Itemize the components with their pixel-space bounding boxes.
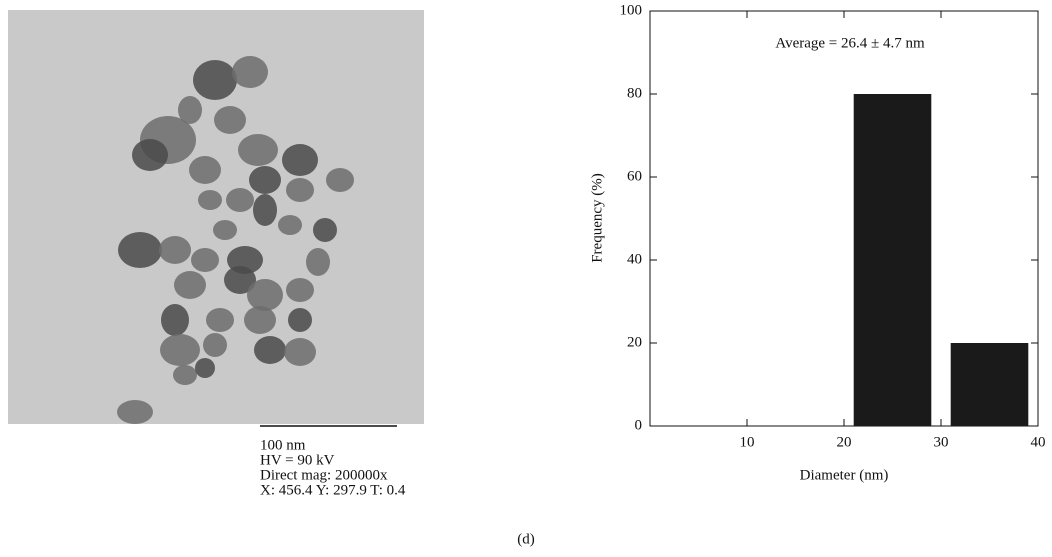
particle xyxy=(174,271,206,299)
scale-bar-label: 100 nm xyxy=(260,437,306,453)
x-tick-label: 10 xyxy=(740,434,755,450)
particle xyxy=(286,178,314,202)
particle xyxy=(226,188,254,212)
particle xyxy=(224,266,256,294)
particle xyxy=(161,304,189,336)
particle xyxy=(249,166,281,194)
particle xyxy=(173,365,197,385)
x-tick-label: 30 xyxy=(934,434,949,450)
y-tick-label: 20 xyxy=(627,334,642,350)
particle xyxy=(238,134,278,166)
x-tick-label: 40 xyxy=(1031,434,1046,450)
y-axis-label: Frequency (%) xyxy=(589,173,605,263)
particle xyxy=(306,248,330,276)
caption-line: X: 456.4 Y: 297.9 T: 0.4 xyxy=(260,482,406,498)
bar xyxy=(853,94,932,426)
particles xyxy=(117,56,354,424)
particle xyxy=(244,306,276,334)
particle xyxy=(198,190,222,210)
particle xyxy=(247,279,283,311)
x-tick-label: 20 xyxy=(837,434,852,450)
particle xyxy=(213,220,237,240)
particle xyxy=(203,333,227,357)
y-tick-label: 100 xyxy=(620,2,643,18)
particle xyxy=(132,139,168,171)
caption-line: Direct mag: 200000x xyxy=(260,467,388,483)
annotation: Average = 26.4 ± 4.7 nm xyxy=(775,35,925,51)
particle xyxy=(189,156,221,184)
particle xyxy=(160,334,200,366)
bar xyxy=(950,343,1029,426)
particle xyxy=(278,215,302,235)
y-tick-label: 60 xyxy=(627,168,642,184)
y-tick-label: 0 xyxy=(635,417,643,433)
particle xyxy=(118,232,162,268)
y-tick-label: 80 xyxy=(627,85,642,101)
particle xyxy=(195,358,215,378)
particle xyxy=(253,194,277,226)
particle xyxy=(254,336,286,364)
particle xyxy=(288,308,312,332)
particle xyxy=(214,106,246,134)
particle xyxy=(282,144,318,176)
particle xyxy=(313,218,337,242)
y-tick-label: 40 xyxy=(627,251,642,267)
panel-label: (d) xyxy=(517,531,535,547)
particle xyxy=(193,60,237,100)
particle xyxy=(326,168,354,192)
particle xyxy=(232,56,268,88)
particle xyxy=(178,96,202,124)
particle xyxy=(191,248,219,272)
particle xyxy=(159,236,191,264)
x-axis-label: Diameter (nm) xyxy=(800,467,889,483)
particle xyxy=(286,278,314,302)
particle xyxy=(117,400,153,424)
particle xyxy=(284,338,316,366)
particle xyxy=(206,308,234,332)
caption-line: HV = 90 kV xyxy=(260,452,335,468)
